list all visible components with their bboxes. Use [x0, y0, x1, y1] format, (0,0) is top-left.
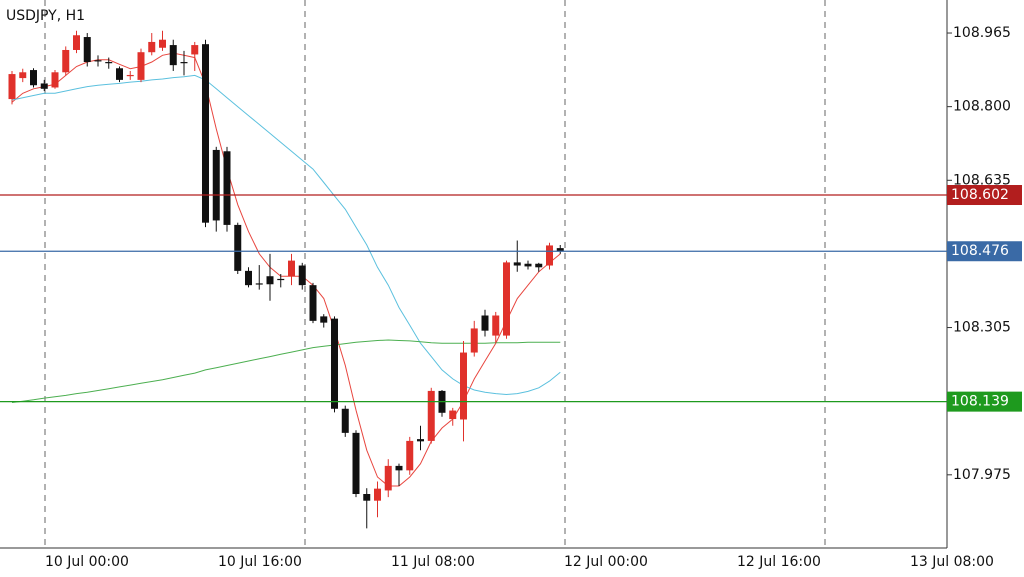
candle-body	[481, 315, 489, 331]
candle-body	[503, 262, 510, 336]
candle-body	[524, 263, 532, 267]
candle-body	[116, 68, 123, 80]
candle-body	[40, 83, 48, 89]
candle-body	[535, 263, 543, 268]
candle-body	[62, 49, 70, 73]
candle-body	[341, 408, 349, 433]
candle-body	[266, 276, 274, 285]
candle-body	[234, 224, 242, 271]
candle-body	[51, 72, 59, 88]
moving-average	[11, 339, 561, 403]
price-level-tag	[947, 241, 1022, 262]
candle-body	[417, 439, 424, 442]
candle-body	[30, 70, 37, 86]
candle-body	[169, 45, 177, 66]
candle-body	[212, 149, 220, 221]
price-level-label: 108.602	[951, 187, 1009, 203]
x-tick-label: 12 Jul 16:00	[737, 554, 821, 570]
x-tick-label: 11 Jul 08:00	[391, 554, 475, 570]
candle-body	[94, 60, 102, 62]
y-tick-label: 108.305	[953, 320, 1011, 336]
candle-body	[406, 440, 414, 471]
candle-body	[83, 37, 91, 63]
candle-body	[223, 151, 231, 225]
price-level-tag	[947, 185, 1022, 206]
candle-body	[298, 265, 306, 286]
candle-body	[148, 41, 156, 53]
candle-body	[470, 328, 478, 353]
x-tick-label: 13 Jul 08:00	[910, 554, 994, 570]
moving-average	[11, 74, 561, 396]
price-level-label: 108.139	[951, 394, 1009, 410]
candle-body	[513, 262, 521, 266]
price-level-tag	[947, 391, 1022, 412]
candle-body	[331, 318, 338, 409]
candle-body	[395, 465, 403, 471]
moving-average	[11, 52, 561, 487]
y-tick-label: 108.800	[953, 99, 1011, 115]
candle-body	[255, 283, 263, 285]
x-tick-label: 10 Jul 16:00	[218, 554, 302, 570]
candle-body	[288, 260, 295, 277]
candle-body	[374, 488, 381, 501]
x-tick-label: 12 Jul 00:00	[564, 554, 648, 570]
price-level-label: 108.476	[951, 243, 1009, 259]
candle-body	[137, 52, 145, 80]
candle-body	[460, 352, 467, 420]
y-tick-label: 108.635	[953, 172, 1011, 188]
candle-body	[363, 494, 371, 501]
candle-body	[546, 245, 553, 266]
y-tick-label: 107.975	[953, 467, 1011, 483]
candle-body	[556, 248, 564, 252]
candle-body	[245, 270, 252, 286]
candle-body	[191, 45, 199, 55]
candle-body	[105, 62, 113, 64]
candle-body	[492, 315, 500, 336]
candle-body	[309, 285, 317, 321]
candle-body	[320, 316, 328, 323]
candle-body	[352, 432, 360, 495]
candle-body	[73, 35, 80, 50]
candle-body	[159, 39, 166, 48]
candle-body	[8, 74, 16, 100]
x-tick-label: 10 Jul 00:00	[45, 554, 129, 570]
candle-body	[427, 390, 435, 441]
candle-body	[449, 410, 457, 420]
y-tick-label: 108.965	[953, 25, 1011, 41]
chart-title: USDJPY, H1	[6, 8, 85, 24]
candle-body	[180, 62, 188, 64]
candle-body	[19, 72, 27, 79]
candle-body	[126, 74, 134, 77]
candle-body	[384, 465, 392, 491]
candle-body	[202, 44, 209, 223]
candle-body	[277, 278, 285, 281]
